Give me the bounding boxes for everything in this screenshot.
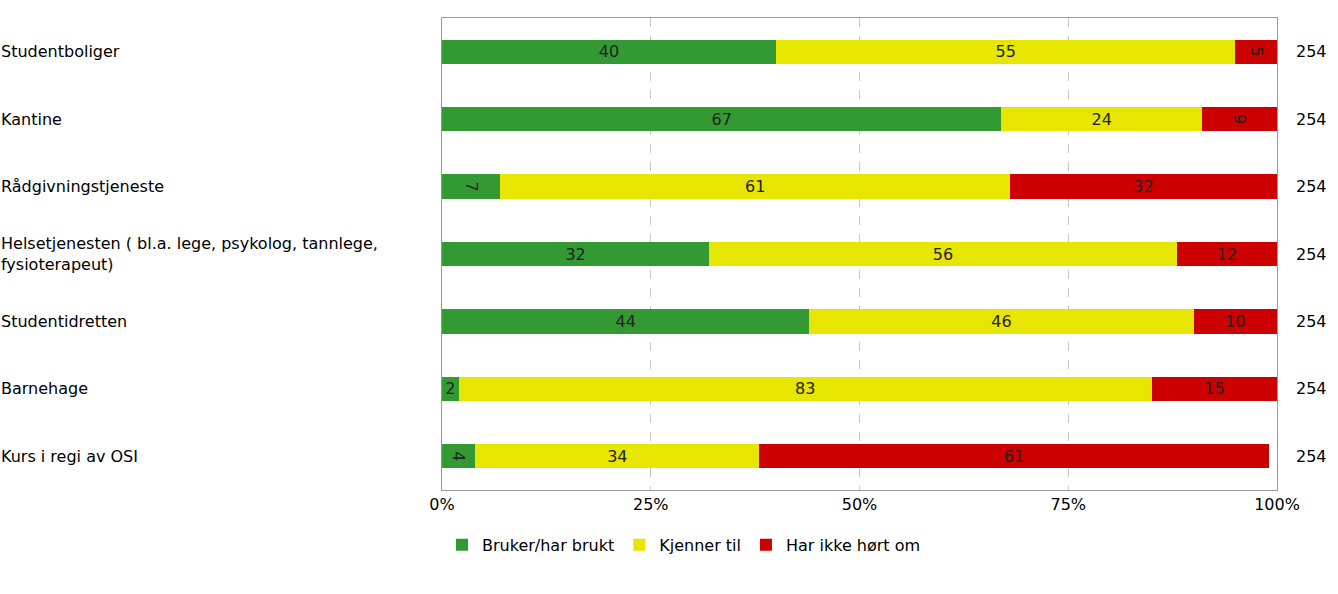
svg-text:Helsetjenesten ( bl.a. lege, p: Helsetjenesten ( bl.a. lege, psykolog, t… <box>1 234 378 274</box>
svg-text:34: 34 <box>607 447 627 466</box>
svg-text:24: 24 <box>1091 110 1111 129</box>
svg-text:Barnehage: Barnehage <box>1 379 88 398</box>
svg-text:61: 61 <box>1004 447 1024 466</box>
svg-text:0%: 0% <box>429 495 454 514</box>
svg-text:254: 254 <box>1296 177 1327 196</box>
svg-text:Kurs i regi av OSI: Kurs i regi av OSI <box>1 447 138 466</box>
svg-text:Bruker/har brukt: Bruker/har brukt <box>482 536 614 555</box>
svg-text:44: 44 <box>616 312 636 331</box>
svg-text:Studentboliger: Studentboliger <box>1 42 120 61</box>
svg-text:Studentidretten: Studentidretten <box>1 312 127 331</box>
svg-text:254: 254 <box>1296 42 1327 61</box>
svg-text:83: 83 <box>795 379 815 398</box>
svg-text:4: 4 <box>449 451 468 461</box>
svg-text:67: 67 <box>712 110 732 129</box>
svg-text:10: 10 <box>1225 312 1245 331</box>
svg-text:9: 9 <box>1230 114 1249 124</box>
svg-text:40: 40 <box>599 42 619 61</box>
svg-text:2: 2 <box>445 379 455 398</box>
svg-text:56: 56 <box>933 245 953 264</box>
svg-text:Rådgivningstjeneste: Rådgivningstjeneste <box>1 177 164 196</box>
svg-text:25%: 25% <box>633 495 669 514</box>
svg-text:254: 254 <box>1296 245 1327 264</box>
svg-text:5: 5 <box>1247 47 1266 57</box>
svg-text:15: 15 <box>1204 379 1224 398</box>
svg-text:254: 254 <box>1296 447 1327 466</box>
svg-text:50%: 50% <box>842 495 878 514</box>
svg-text:12: 12 <box>1217 245 1237 264</box>
svg-text:254: 254 <box>1296 379 1327 398</box>
svg-text:32: 32 <box>565 245 585 264</box>
svg-text:75%: 75% <box>1050 495 1086 514</box>
svg-text:7: 7 <box>462 181 481 191</box>
svg-text:254: 254 <box>1296 312 1327 331</box>
svg-text:32: 32 <box>1133 177 1153 196</box>
svg-text:Kjenner til: Kjenner til <box>659 536 741 555</box>
svg-text:46: 46 <box>991 312 1011 331</box>
svg-text:55: 55 <box>995 42 1015 61</box>
svg-text:254: 254 <box>1296 110 1327 129</box>
svg-text:100%: 100% <box>1254 495 1300 514</box>
svg-text:61: 61 <box>745 177 765 196</box>
svg-text:Kantine: Kantine <box>1 110 62 129</box>
svg-text:Har ikke hørt om: Har ikke hørt om <box>786 536 920 555</box>
